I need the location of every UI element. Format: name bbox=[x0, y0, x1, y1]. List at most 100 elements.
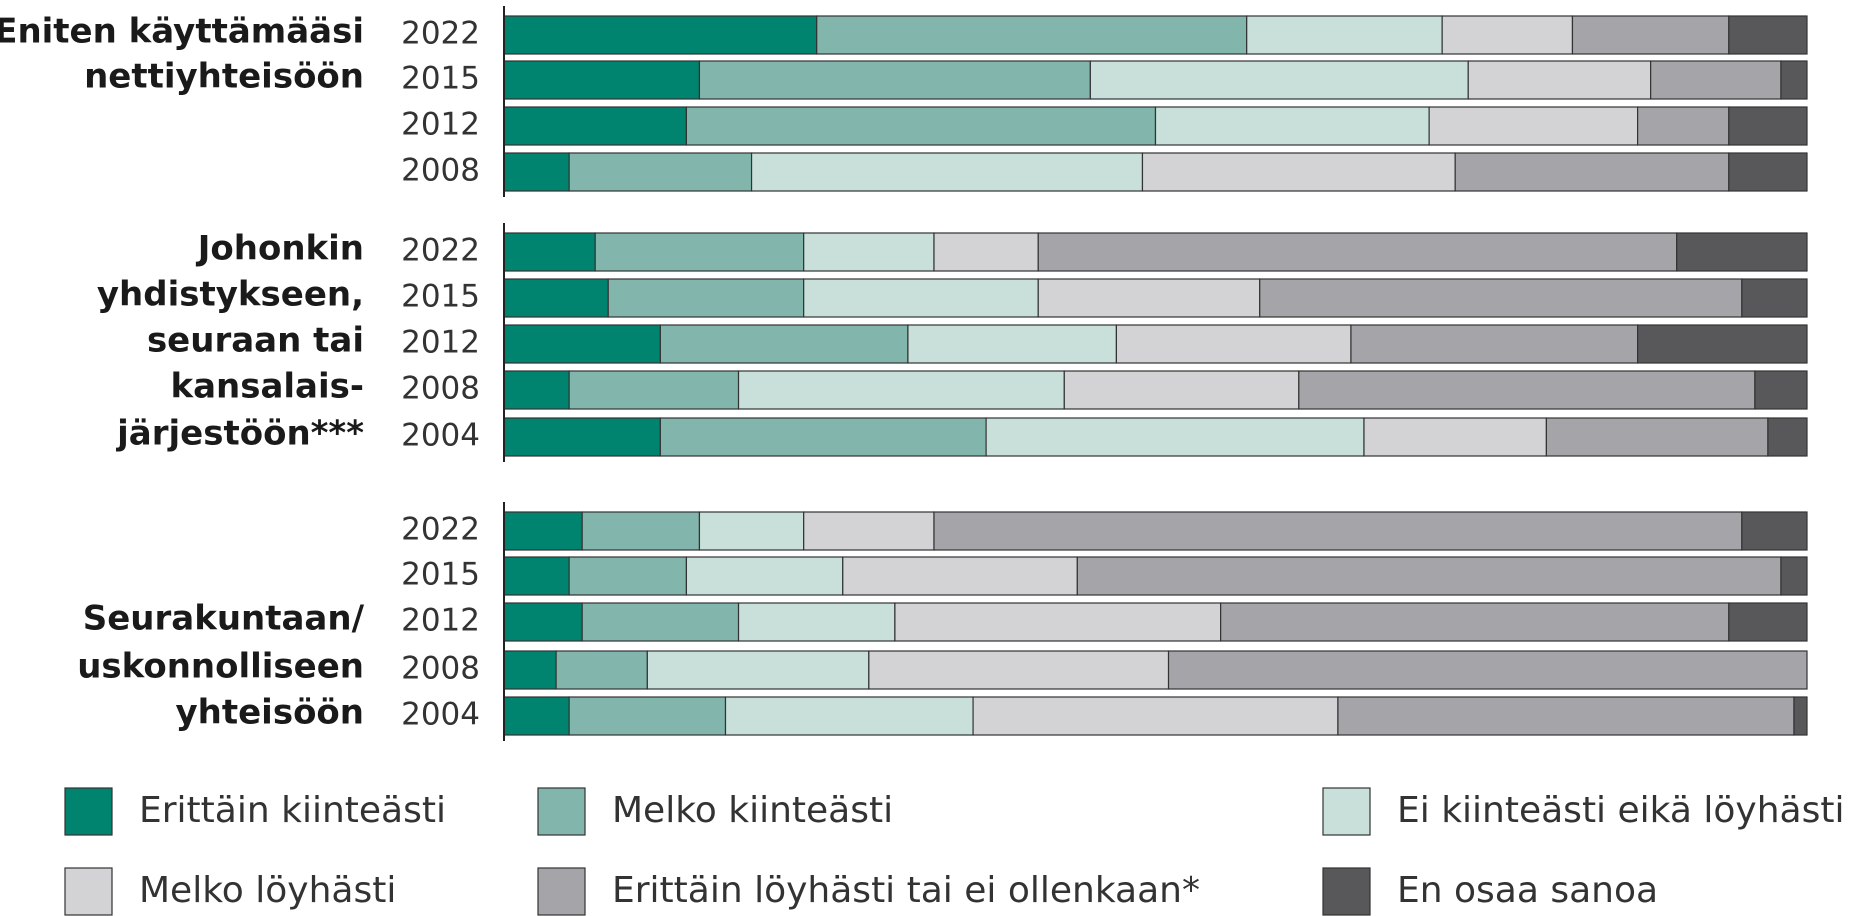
bar-segment bbox=[503, 511, 583, 551]
bar-segment bbox=[503, 650, 557, 690]
bar-segment bbox=[737, 370, 1065, 410]
year-label: 2012 bbox=[401, 603, 480, 639]
bar-segment bbox=[933, 232, 1039, 272]
bar-segment bbox=[1793, 696, 1808, 736]
year-label: 2012 bbox=[401, 325, 480, 361]
bar-segment bbox=[503, 324, 661, 364]
group-label: nettiyhteisöön bbox=[84, 57, 364, 97]
year-label: 2008 bbox=[401, 153, 480, 189]
group-label: uskonnolliseen bbox=[77, 647, 364, 687]
bar-segment bbox=[933, 511, 1743, 551]
bar-segment bbox=[1246, 15, 1443, 55]
year-label: 2008 bbox=[401, 651, 480, 687]
group-label: seuraan tai bbox=[147, 321, 364, 361]
bar-segment bbox=[1154, 106, 1430, 146]
group-label: Seurakuntaan/ bbox=[83, 599, 365, 639]
bar-segment bbox=[1089, 60, 1469, 100]
year-label: 2015 bbox=[401, 279, 480, 315]
bar-segment bbox=[503, 602, 583, 642]
bar-segment bbox=[1650, 60, 1782, 100]
legend-label: En osaa sanoa bbox=[1397, 870, 1658, 911]
bar-segment bbox=[1454, 152, 1730, 192]
bar-segment bbox=[1167, 650, 1808, 690]
bar-segment bbox=[1754, 370, 1808, 410]
bar-segment bbox=[907, 324, 1118, 364]
year-label: 2015 bbox=[401, 61, 480, 97]
bar-segment bbox=[646, 650, 870, 690]
year-label: 2022 bbox=[401, 512, 480, 548]
bar-segment bbox=[1637, 324, 1808, 364]
bar-segment bbox=[568, 152, 753, 192]
bar-segment bbox=[816, 15, 1248, 55]
bar-segment bbox=[685, 556, 844, 596]
bar-segment bbox=[803, 232, 935, 272]
group-label: kansalais- bbox=[170, 367, 364, 407]
bar-segment bbox=[1350, 324, 1639, 364]
bar-segment bbox=[1298, 370, 1756, 410]
legend-swatch bbox=[64, 787, 113, 836]
bar-segment bbox=[1037, 278, 1261, 318]
bar-segment bbox=[1428, 106, 1639, 146]
bar-segment bbox=[1037, 232, 1678, 272]
legend-swatch bbox=[64, 867, 113, 916]
bar-segment bbox=[1063, 370, 1300, 410]
bar-segment bbox=[607, 278, 805, 318]
legend-label: Erittäin löyhästi tai ei ollenkaan* bbox=[612, 870, 1200, 911]
bar-segment bbox=[1363, 417, 1547, 457]
legend-label: Ei kiinteästi eikä löyhästi bbox=[1397, 790, 1844, 831]
bar-segment bbox=[1571, 15, 1730, 55]
bar-segment bbox=[1441, 15, 1574, 55]
bar-segment bbox=[842, 556, 1078, 596]
bar-segment bbox=[503, 417, 661, 457]
bar-segment bbox=[972, 696, 1339, 736]
bar-segment bbox=[1545, 417, 1769, 457]
bar-segment bbox=[1767, 417, 1808, 457]
year-label: 2012 bbox=[401, 107, 480, 143]
bar-segment bbox=[659, 324, 909, 364]
year-label: 2008 bbox=[401, 371, 480, 407]
bar-segment bbox=[503, 15, 818, 55]
bar-segment bbox=[503, 696, 570, 736]
bar-segment bbox=[750, 152, 1144, 192]
year-label: 2022 bbox=[401, 16, 480, 52]
bar-segment bbox=[1220, 602, 1730, 642]
year-label: 2022 bbox=[401, 233, 480, 269]
group-label: yhdistykseen, bbox=[97, 275, 364, 315]
bar-segment bbox=[1741, 511, 1808, 551]
bar-segment bbox=[1337, 696, 1795, 736]
bar-segment bbox=[1467, 60, 1652, 100]
legend-label: Erittäin kiinteästi bbox=[139, 790, 446, 831]
bar-segment bbox=[724, 696, 974, 736]
bar-segment bbox=[555, 650, 648, 690]
bar-segment bbox=[1728, 106, 1808, 146]
bar-segment bbox=[581, 602, 740, 642]
bar-segment bbox=[685, 106, 1157, 146]
bar-segment bbox=[568, 696, 727, 736]
group-label: yhteisöön bbox=[176, 693, 365, 733]
bar-segment bbox=[659, 417, 987, 457]
legend-swatch bbox=[1322, 867, 1371, 916]
bar-segment bbox=[503, 152, 570, 192]
bar-segment bbox=[1637, 106, 1730, 146]
group-label: Eniten käyttämääsi bbox=[0, 12, 364, 52]
bar-segment bbox=[1259, 278, 1743, 318]
bar-segment bbox=[1780, 60, 1808, 100]
legend-label: Melko kiinteästi bbox=[612, 790, 893, 831]
legend-label: Melko löyhästi bbox=[139, 870, 396, 911]
group-label: Johonkin bbox=[196, 229, 364, 269]
bar-segment bbox=[1141, 152, 1456, 192]
legend-swatch bbox=[1322, 787, 1371, 836]
bar-segment bbox=[503, 106, 688, 146]
bar-segment bbox=[698, 60, 1091, 100]
bar-segment bbox=[803, 511, 935, 551]
bar-segment bbox=[1780, 556, 1808, 596]
group-label: järjestöön*** bbox=[115, 414, 364, 454]
bar-segment bbox=[568, 370, 740, 410]
legend-swatch bbox=[537, 787, 586, 836]
year-label: 2015 bbox=[401, 557, 480, 593]
bar-segment bbox=[1728, 152, 1808, 192]
bar-segment bbox=[1741, 278, 1808, 318]
bar-segment bbox=[503, 60, 701, 100]
bar-segment bbox=[803, 278, 1039, 318]
